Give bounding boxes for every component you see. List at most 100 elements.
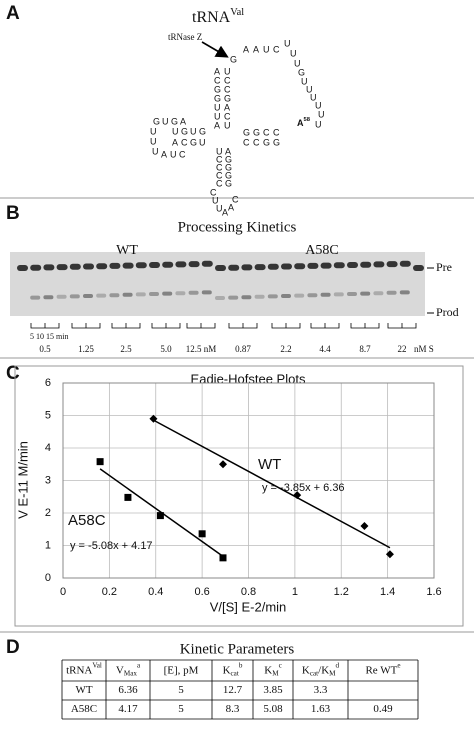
nucleotide-strand: CCGG	[243, 137, 280, 147]
text-segment: K	[302, 664, 310, 676]
chart-frame	[14, 365, 464, 627]
time-label: 5 10 15 min	[30, 332, 68, 341]
pre-band	[254, 264, 266, 271]
lane-bracket	[350, 323, 380, 329]
y-tick-label: 5	[45, 409, 51, 421]
group-label: A58C	[305, 243, 338, 258]
text-segment: tRNA	[66, 664, 92, 676]
product-band	[254, 294, 265, 299]
trna-panel: tRNAVal tRNase Z A58	[168, 7, 311, 128]
table-header: Re WTe	[365, 661, 400, 676]
pre-band	[215, 265, 226, 271]
data-point	[385, 550, 394, 559]
product-band	[360, 291, 371, 296]
data-point	[156, 512, 164, 520]
lane-bracket	[71, 323, 101, 329]
y-tick-label: 1	[45, 539, 51, 551]
text-segment: e	[397, 661, 400, 669]
fit-line	[153, 419, 391, 549]
product-band	[30, 295, 41, 300]
nucleotide-strand: AGGGG	[225, 146, 232, 188]
concentration-label: 5.0	[160, 344, 172, 354]
y-tick-label: 0	[45, 572, 51, 584]
text-segment: d	[336, 661, 340, 669]
product-band	[294, 293, 305, 298]
pre-band	[267, 263, 279, 270]
data-point	[293, 491, 302, 500]
lane-bracket	[186, 323, 216, 329]
table-cell: WT	[75, 684, 92, 696]
text-segment: [E], pM	[164, 664, 199, 676]
y-tick-label: 4	[45, 442, 51, 454]
pre-band	[175, 261, 187, 268]
table-header: Kcat/KMd	[302, 661, 340, 677]
data-point	[124, 493, 132, 501]
table-cell: 12.7	[223, 684, 243, 696]
standard-label: nM S	[414, 344, 434, 354]
x-tick-label: 0.4	[148, 586, 163, 598]
lane-bracket	[228, 323, 258, 329]
text-segment: Max	[124, 669, 138, 677]
concentration-label: 1.25	[78, 344, 94, 354]
chart: Eadie-Hofstee Plots V/[S] E-2/min V E-11…	[15, 371, 441, 614]
plot-frame	[62, 382, 435, 579]
product-band	[307, 293, 318, 298]
panel-label: D	[6, 637, 20, 658]
table-cell: 5	[178, 684, 184, 696]
nucleotide-strand: ACGU	[172, 137, 206, 147]
product-band	[320, 292, 331, 297]
pre-band	[333, 262, 345, 269]
product-band	[333, 292, 344, 297]
pre-band	[347, 262, 358, 268]
product-band	[175, 291, 186, 296]
text-segment: tRNA	[192, 9, 231, 26]
pre-band	[386, 261, 398, 268]
x-tick-label: 1	[292, 586, 298, 598]
lane-bracket	[387, 323, 417, 329]
text-segment: Val	[230, 7, 244, 18]
pre-band	[188, 261, 200, 268]
concentration-label: 0.87	[235, 344, 251, 354]
table-cell: 3.3	[314, 684, 328, 696]
text-segment: cat	[310, 669, 318, 677]
trna-title: tRNAVal	[192, 7, 244, 25]
table-header: VMaxa	[116, 661, 141, 677]
nucleotide-strand: ACGGUUA	[214, 66, 221, 130]
text-segment: a	[137, 661, 141, 669]
fit-equation: y = -3.85x + 6.36	[262, 482, 345, 494]
group-label: WT	[116, 243, 138, 258]
pre-band	[360, 261, 372, 268]
nucleotide-strand: UGUG	[172, 126, 206, 136]
pre-band	[294, 263, 306, 270]
concentration-label: 2.2	[280, 344, 291, 354]
text-segment: cat	[231, 669, 239, 677]
nucleotide-strand: UCCCC	[216, 146, 223, 188]
table-title: Kinetic Parameters	[180, 641, 295, 657]
data-point	[218, 460, 227, 469]
product-band	[373, 291, 384, 296]
x-tick-label: 0.8	[241, 586, 256, 598]
fit-equation: y = -5.08x + 4.17	[70, 540, 153, 552]
text-segment: A	[297, 118, 304, 128]
data-point	[360, 522, 369, 530]
x-axis-label: V/[S] E-2/min	[210, 599, 287, 614]
enzyme-label: tRNase Z	[168, 32, 202, 42]
lane-bracket	[30, 323, 60, 329]
table-cell: 5	[178, 703, 184, 715]
text-segment: M	[272, 669, 279, 677]
mutation-label: A58	[297, 117, 311, 129]
panel-label: A	[6, 3, 20, 24]
concentration-label: 8.7	[359, 344, 371, 354]
text-segment: b	[239, 661, 243, 669]
text-segment: V	[116, 664, 124, 676]
data-point	[96, 458, 104, 466]
product-band	[83, 294, 93, 298]
gel-image	[10, 252, 425, 316]
pre-band	[307, 262, 319, 269]
table-cell: 8.3	[226, 703, 240, 715]
pre-band	[109, 262, 121, 269]
series-label: WT	[258, 456, 281, 473]
table-cell: 0.49	[373, 703, 393, 715]
x-tick-label: 0.2	[102, 586, 117, 598]
